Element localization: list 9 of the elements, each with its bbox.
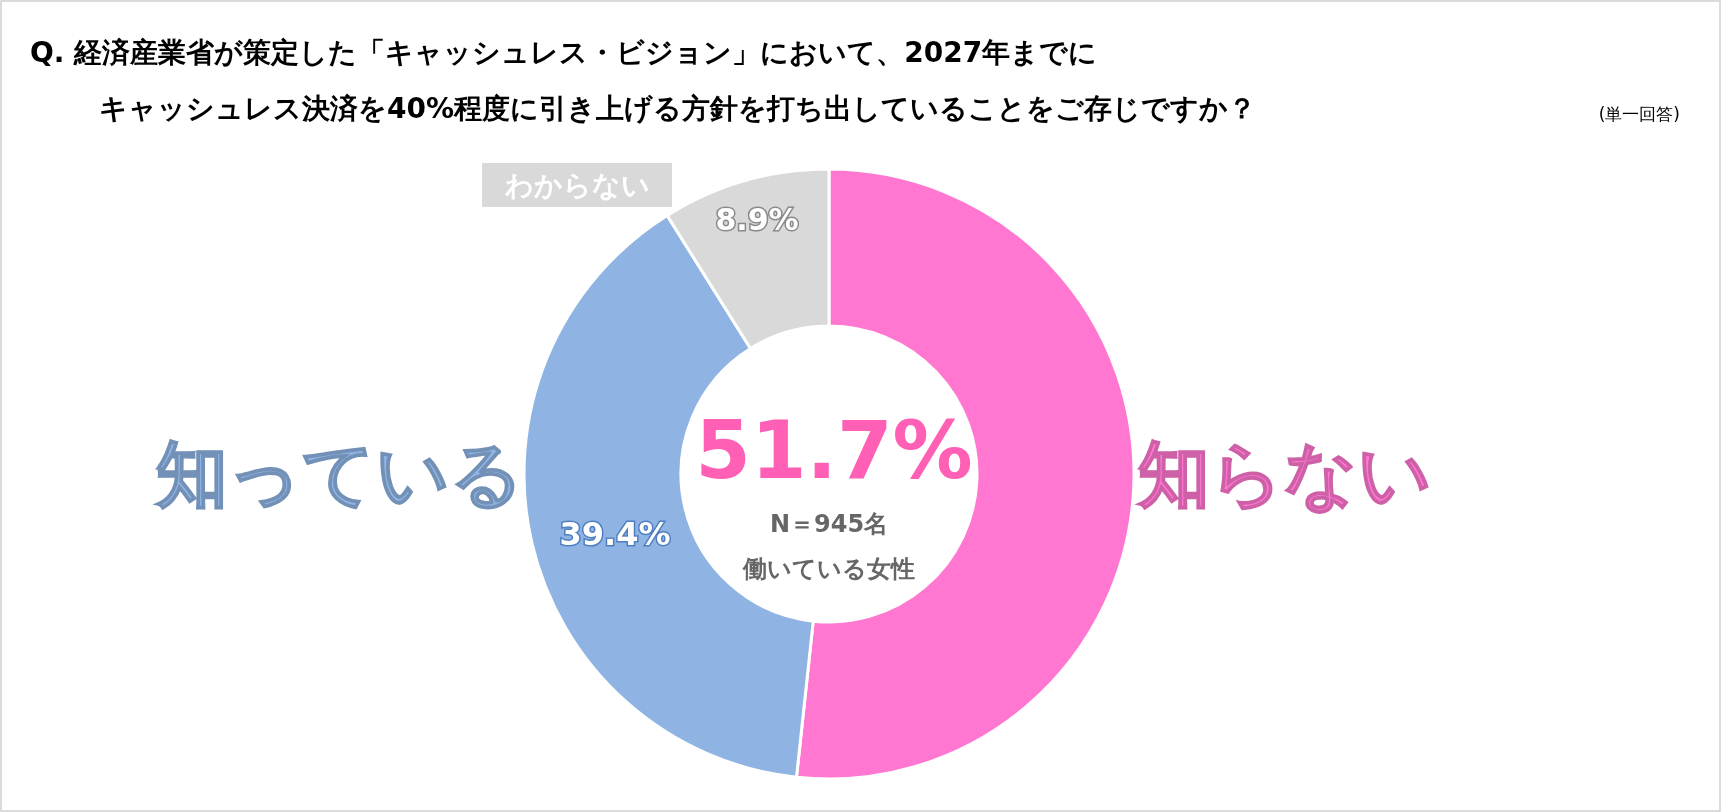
slice-label: 知っている xyxy=(154,432,524,517)
chart-title: Q. 経済産業省が策定した「キャッシュレス・ビジョン」において、2027年までにキャッシュレス決済を40%程度に引き上げる方針を打ち出していることをご存じですか？ xyxy=(30,36,1257,125)
text: N＝945名 xyxy=(769,510,889,538)
text: (単一回答) xyxy=(1598,104,1680,124)
data-label: 51.7% xyxy=(695,404,973,497)
slice-label: 知らない xyxy=(1136,432,1432,517)
text: 働いている女性 xyxy=(742,555,915,583)
data-label: 39.4% xyxy=(559,515,671,553)
data-label: 8.9% xyxy=(715,202,799,237)
